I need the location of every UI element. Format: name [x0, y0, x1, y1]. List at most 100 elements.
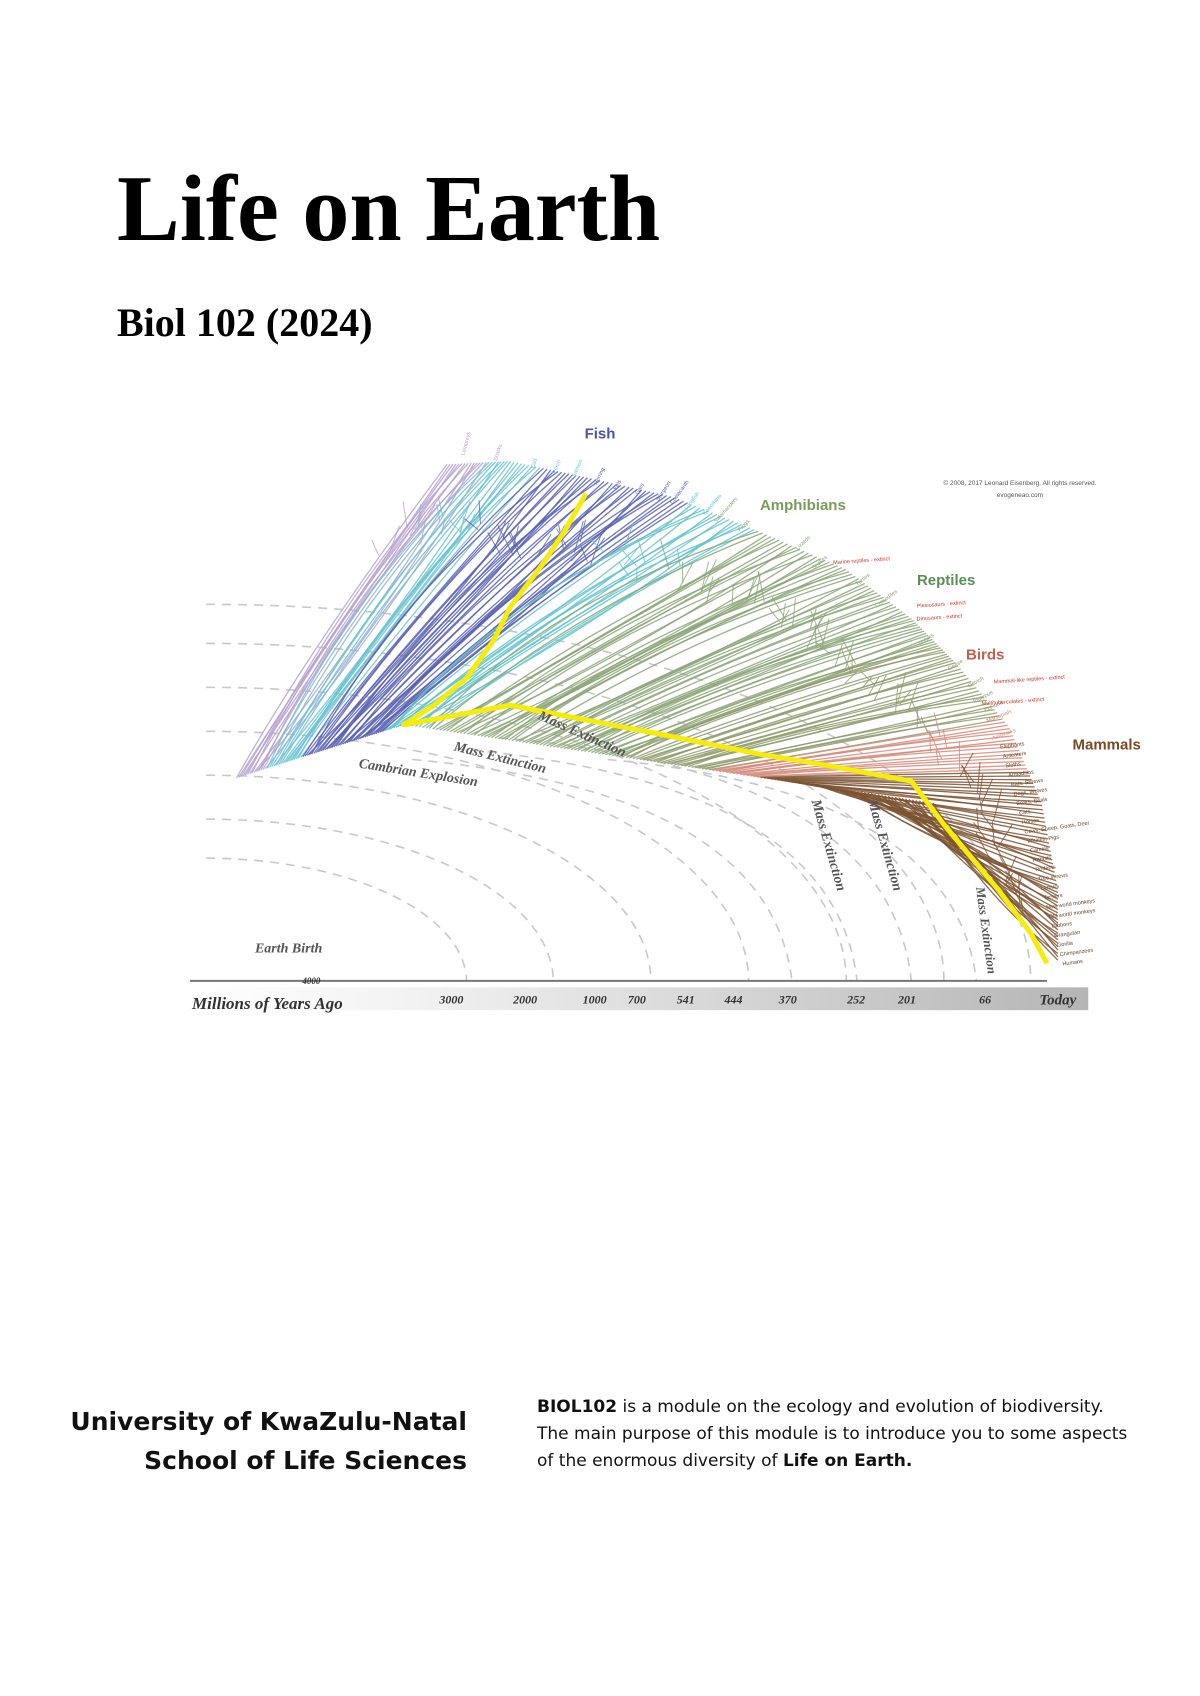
mammal-label: Armadillos	[1008, 769, 1035, 779]
branch	[611, 640, 935, 757]
mammal-label: Rodents	[1035, 864, 1056, 873]
twig	[911, 700, 922, 724]
timeline-tick: 370	[778, 993, 797, 1007]
twig	[701, 559, 717, 592]
subtitle: Biol 102 (2024)	[117, 300, 373, 345]
group-label: Amphibians	[760, 497, 846, 514]
extinction-arc	[455, 747, 858, 983]
branch	[317, 473, 570, 753]
taxon-label: Gars	[635, 482, 646, 496]
branch	[684, 696, 985, 767]
branch	[663, 677, 969, 764]
mammal-label: Orangutan	[1054, 930, 1081, 940]
twig	[510, 532, 519, 549]
mammal-label: Gorilla	[1057, 940, 1075, 948]
twig	[844, 671, 858, 684]
taxon-label: Herring	[593, 467, 606, 486]
branch	[798, 782, 1044, 815]
mammal-label: Bats, Shrews	[1011, 778, 1044, 788]
twig	[757, 570, 765, 602]
branch	[463, 548, 801, 735]
twig	[896, 672, 907, 705]
twig	[624, 522, 635, 547]
taxon-label: Sharks	[493, 443, 504, 461]
branch	[377, 498, 680, 734]
branch	[698, 708, 995, 769]
twig	[859, 670, 876, 686]
institution: University of KwaZulu-Natal	[70, 1407, 467, 1436]
time-arc	[206, 730, 750, 982]
timeline-tick: 252	[846, 993, 865, 1007]
twig	[928, 729, 943, 760]
mammal-label: Tree shrews	[1038, 873, 1069, 883]
timeline-tick: 2000	[512, 993, 537, 1007]
twig	[449, 519, 462, 533]
timeline-tick: 541	[677, 993, 695, 1007]
branch	[331, 478, 593, 749]
branch	[313, 471, 563, 754]
branch	[743, 753, 1021, 776]
branch	[525, 585, 869, 744]
twig	[976, 761, 981, 794]
taxon-label: Sturgeon	[655, 480, 672, 502]
twig	[420, 520, 426, 544]
taxon-label: Lizards	[795, 535, 812, 552]
tree-of-life-figure: Millions of Years Ago 4000 3000 2000 1000 700…	[189, 425, 1141, 1013]
branch	[375, 497, 676, 735]
branch	[584, 624, 918, 753]
extinct-label: Plesiosaurs - extinct	[917, 600, 967, 609]
event-label: Mass Extinction	[973, 885, 1000, 975]
branch	[393, 510, 709, 729]
branch	[622, 647, 941, 758]
time-arc	[206, 818, 555, 982]
twig	[731, 584, 734, 606]
twig	[459, 501, 471, 532]
twig	[771, 596, 788, 622]
branch	[304, 468, 548, 757]
branch	[542, 596, 884, 746]
taxon-label: Eels	[613, 479, 624, 491]
mammal-label: Anteaters	[1003, 751, 1027, 760]
twig	[676, 548, 681, 567]
time-arc	[206, 774, 652, 982]
twig	[705, 576, 714, 604]
twig	[929, 732, 932, 752]
mammal-label: Rabbits	[1032, 855, 1052, 864]
branch	[271, 461, 496, 768]
extinct-label: Mammal-like reptiles - extinct	[994, 675, 1066, 686]
branch	[388, 507, 701, 730]
timeline-tick: 66	[979, 993, 991, 1007]
mammal-label: Gibbons	[1051, 921, 1072, 930]
branch	[286, 462, 519, 763]
twig	[780, 602, 786, 628]
branch	[646, 662, 956, 762]
branch	[277, 460, 505, 765]
branch	[480, 557, 822, 737]
twig	[916, 708, 919, 728]
twig	[862, 676, 873, 688]
branch	[247, 463, 463, 775]
branch	[629, 651, 946, 759]
branch	[925, 801, 1059, 954]
timeline-tick: 1000	[583, 993, 607, 1007]
twig	[873, 674, 887, 701]
branch	[929, 801, 1059, 958]
mammal-label: Humans	[1062, 959, 1083, 968]
twig	[418, 504, 422, 527]
branch	[308, 470, 555, 756]
taxon-label: Perch	[552, 459, 563, 475]
twig	[589, 538, 604, 552]
branch	[643, 659, 954, 761]
branch	[242, 463, 457, 777]
twig	[677, 562, 694, 592]
timeline-tick: 3000	[438, 993, 463, 1007]
branch	[591, 628, 923, 754]
twig	[979, 801, 983, 813]
mammal-label: Old world monkeys	[1049, 908, 1096, 920]
branch	[736, 746, 1018, 775]
branch	[251, 462, 469, 774]
twig	[978, 773, 984, 800]
branch	[553, 603, 894, 748]
branch	[266, 461, 490, 769]
